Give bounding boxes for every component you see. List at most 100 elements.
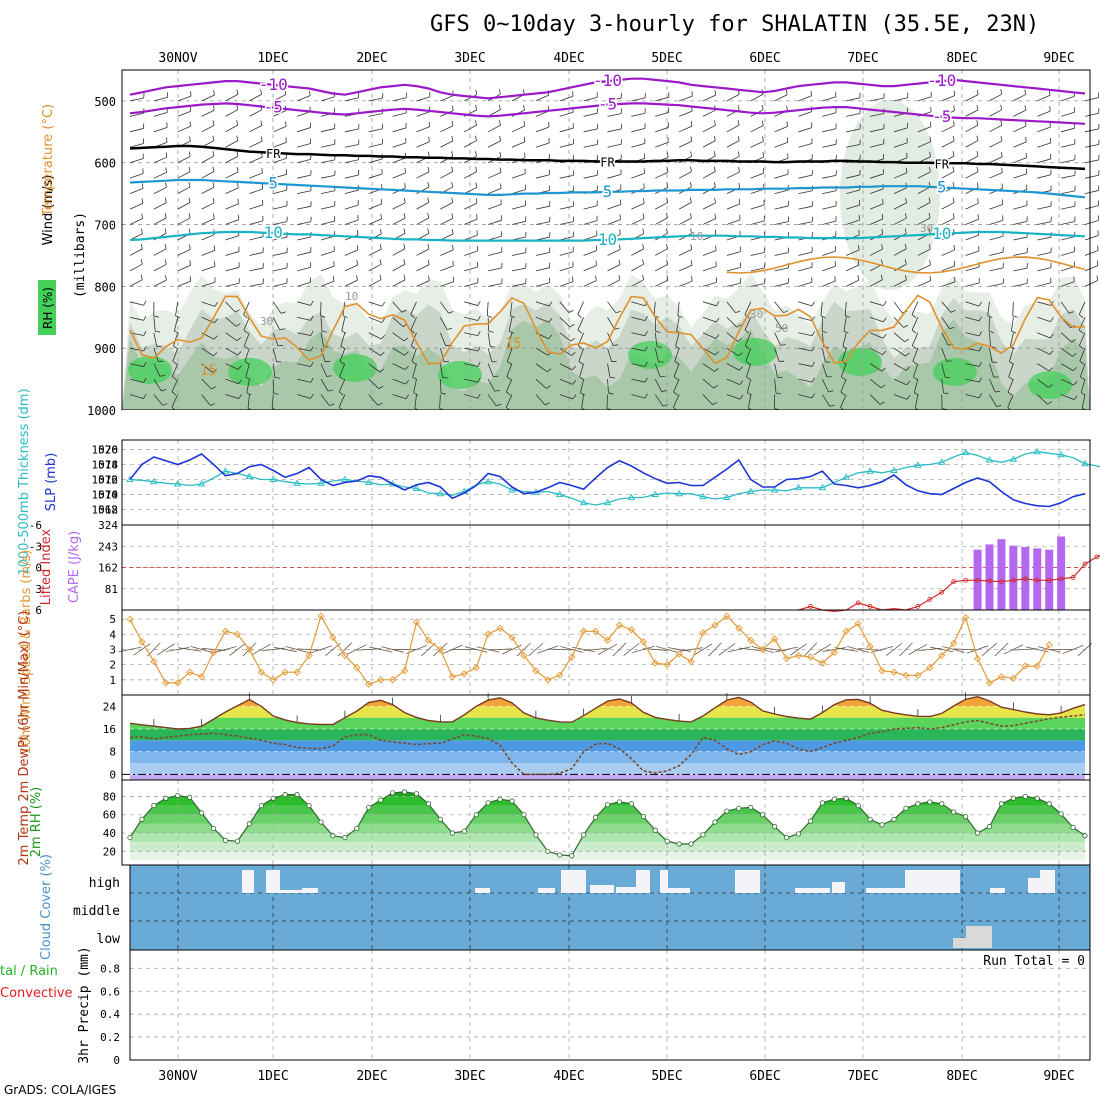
wind-barb (297, 378, 311, 383)
wind-barb (201, 250, 215, 256)
wind-barb (655, 202, 668, 210)
wind-barb (392, 127, 407, 133)
rh-moist-blob (228, 358, 272, 386)
wind-barb (1037, 363, 1050, 372)
wind-barb-flag (213, 90, 215, 96)
wind10m-barb (813, 643, 832, 656)
wind-barb-flag (235, 323, 241, 327)
wind-barb (464, 378, 478, 383)
wind-barb (1060, 378, 1074, 386)
rh-marker (390, 790, 396, 796)
rh-marker (843, 795, 849, 801)
wind-barb (1013, 125, 1027, 133)
wind-barb (1061, 221, 1075, 225)
li-marker (987, 578, 992, 584)
wind-barb (320, 317, 323, 332)
wind-barb-flag (904, 259, 907, 265)
wind-barb (320, 190, 335, 195)
wind-barb-flag (477, 393, 481, 399)
wind-barb-flag (523, 136, 526, 142)
wind-barb (702, 171, 716, 179)
wind-barb (505, 394, 513, 408)
cloud-high-bar (1028, 878, 1040, 893)
thickness-marker (221, 467, 230, 474)
wind-barb (840, 394, 847, 408)
wind-barb (678, 125, 693, 133)
wind-barb-flag (1080, 376, 1085, 381)
wind-barb-flag (690, 121, 693, 127)
wind-barb-flag (928, 228, 931, 234)
wind-barb-flag (1048, 367, 1054, 372)
wind-barb (607, 301, 617, 314)
wind-barb-flag (642, 259, 645, 265)
wind-barb (511, 189, 526, 195)
li-marker (939, 589, 945, 595)
wind-barb (344, 249, 358, 256)
wind-barb (392, 347, 405, 356)
wind-barb (846, 264, 860, 272)
wind-barb (1061, 266, 1075, 272)
precip-legend-total: tal / Rain (0, 964, 58, 979)
wind-barb-flag (690, 212, 692, 219)
wind-barb (320, 205, 335, 210)
wind-barb (1037, 378, 1049, 388)
wind-barb (654, 332, 658, 347)
temp-color-band (130, 751, 1085, 763)
wind-barb-flag (427, 212, 430, 218)
temp2m-ylabel: 2m Temp 2m DewPt (6hr Min/Max) (°C) (17, 611, 32, 866)
rh-marker (342, 834, 348, 841)
wind-barb (607, 219, 621, 225)
wind-speed-marker (424, 636, 433, 644)
rh-marker (998, 801, 1005, 807)
wind-barb (1060, 281, 1075, 287)
wind-barb-flag (882, 350, 887, 355)
wind-barb-flag (976, 89, 979, 95)
wind-barb (464, 140, 477, 148)
wind-barb (1037, 301, 1051, 306)
wind-barb (820, 301, 823, 316)
wind-barb (559, 174, 574, 179)
wind-barb-flag (1078, 314, 1084, 319)
wind-barb-flag (714, 197, 716, 203)
wind-barb (1037, 142, 1051, 148)
wind-barb-flag (164, 212, 167, 218)
wind-barb (153, 248, 167, 256)
wind-barb (1036, 394, 1048, 405)
wind-barb (655, 111, 669, 117)
wind-barb-flag (642, 213, 645, 219)
cape-bar (985, 544, 994, 610)
wind-barb (941, 348, 948, 362)
isotherm-label-15: 15 (505, 336, 522, 352)
wind-speed-marker (902, 671, 910, 679)
li-ytick-label: -6 (29, 519, 42, 532)
rh-marker (413, 791, 420, 797)
wind10m-barb (598, 644, 617, 655)
wind-barb-flag (829, 404, 835, 407)
temp-color-band (130, 774, 1085, 780)
wind-barb (655, 248, 668, 256)
rh-marker (270, 795, 276, 801)
wind-barb-flag (153, 315, 159, 318)
thickness-line (129, 451, 1100, 506)
wind-barb-flag (1073, 395, 1078, 400)
wind-barb (392, 142, 407, 148)
wind10m-barb (803, 642, 818, 657)
rh-marker (175, 792, 181, 799)
wind10m-barb (942, 646, 965, 653)
wind-barb-flag (762, 168, 765, 174)
wind-barb-flag (261, 168, 263, 174)
wind-barb-flag (666, 275, 669, 281)
wind-barb-flag (451, 166, 454, 172)
wind-barb (559, 143, 574, 148)
wind-barb (486, 301, 489, 316)
wind-barb (702, 316, 717, 323)
wind-barb-flag (356, 275, 358, 281)
wind-barb (607, 332, 614, 346)
wind-barb (798, 111, 812, 117)
cloud-high-bar (280, 890, 305, 893)
wind-barb (989, 348, 993, 363)
wind-barb-flag (735, 310, 741, 314)
wind-barb-flag (427, 151, 430, 157)
wind-speed-marker (388, 676, 397, 684)
wind-barb-flag (690, 151, 692, 157)
